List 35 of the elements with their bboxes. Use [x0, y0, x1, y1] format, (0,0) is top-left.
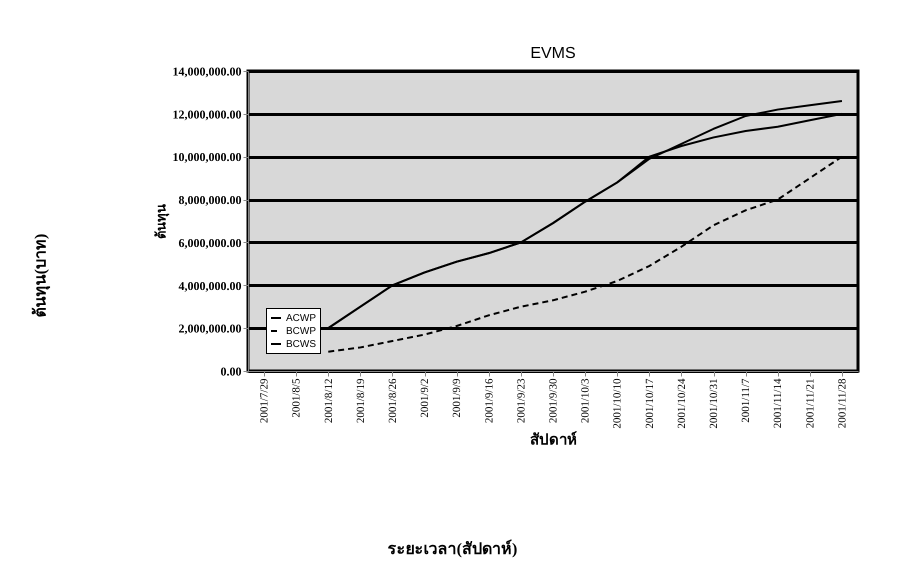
y-tick-label: 0.00 [220, 364, 242, 378]
x-tick-label: 2001/9/2 [419, 378, 432, 418]
y-tick-label: 4,000,000.00 [178, 278, 242, 293]
x-tick-label: 2001/10/3 [580, 378, 592, 424]
x-tick-label: 2001/8/19 [354, 378, 367, 424]
legend-label: BCWS [286, 339, 316, 350]
y-axis-title: ต้นทุน [154, 204, 170, 239]
y-tick-label: 6,000,000.00 [178, 236, 242, 250]
x-tick-label: 2001/11/28 [836, 378, 848, 428]
x-tick-label: 2001/9/16 [483, 378, 496, 424]
x-tick-label: 2001/10/10 [612, 378, 624, 429]
x-tick-label: 2001/7/29 [258, 378, 271, 424]
x-tick-label: 2001/9/30 [548, 378, 560, 424]
y-tick-label: 12,000,000.00 [172, 107, 242, 122]
legend-label: ACWP [286, 313, 316, 324]
chart-title: EVMS [530, 45, 576, 62]
x-tick-label: 2001/9/9 [451, 378, 464, 418]
text: ระยะเวลา(สัปดาห์) [386, 538, 518, 560]
y-tick-label: 14,000,000.00 [172, 64, 242, 78]
x-tick-label: 2001/8/26 [386, 378, 399, 424]
y-tick-label: 8,000,000.00 [178, 193, 242, 208]
x-tick-label: 2001/10/24 [676, 378, 688, 429]
x-tick-label: 2001/11/7 [740, 378, 752, 423]
y-tick-label: 2,000,000.00 [178, 322, 242, 336]
x-tick-label: 2001/8/5 [290, 378, 303, 418]
x-tick-label: 2001/8/12 [322, 378, 335, 424]
x-tick-label: 2001/10/17 [644, 378, 656, 429]
x-tick-label: 2001/9/23 [515, 378, 528, 424]
x-tick-label: 2001/11/14 [772, 378, 784, 428]
x-tick-label: 2001/11/21 [804, 378, 816, 428]
x-axis-title: สัปดาห์ [530, 430, 577, 449]
legend-label: BCWP [286, 326, 316, 337]
text: ต้นทุน(บาท) [30, 233, 51, 317]
y-tick-label: 10,000,000.00 [172, 150, 242, 164]
x-tick-label: 2001/10/31 [708, 378, 720, 429]
